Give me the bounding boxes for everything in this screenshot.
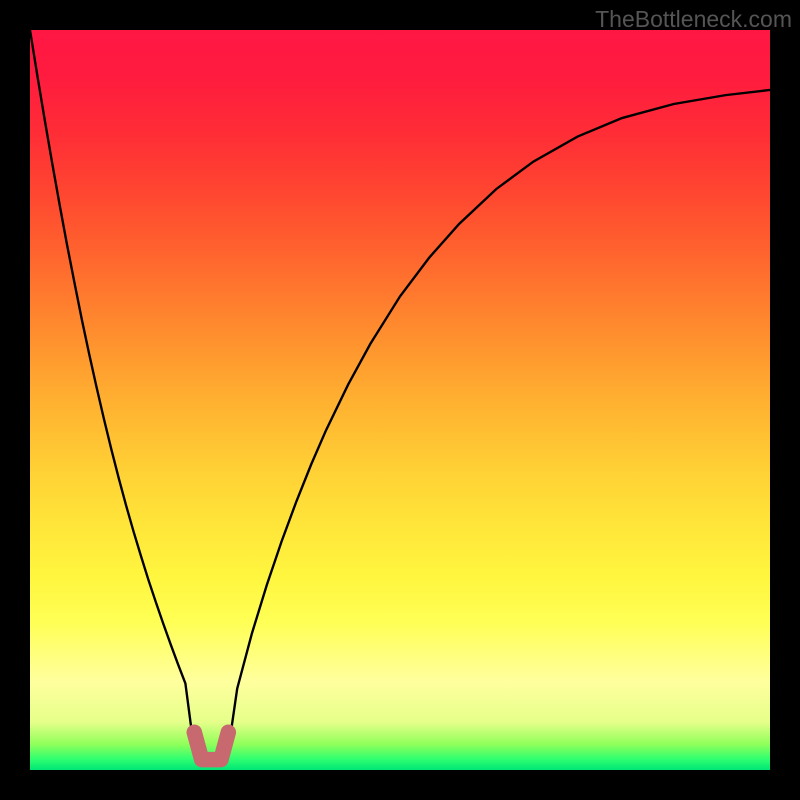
gradient-background [30, 30, 770, 770]
plot-area [30, 30, 770, 770]
watermark-text: TheBottleneck.com [595, 6, 792, 33]
